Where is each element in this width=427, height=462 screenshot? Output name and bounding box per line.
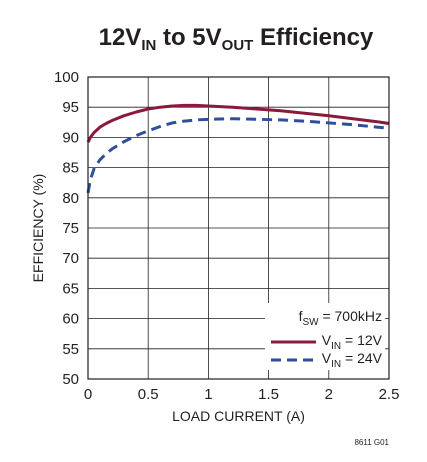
y-tick-label: 55	[62, 341, 79, 358]
y-tick-label: 60	[62, 311, 79, 328]
y-tick-label: 70	[62, 250, 79, 267]
y-axis-label: EFFICIENCY (%)	[30, 174, 46, 283]
series-line-vin-12v	[86, 103, 390, 143]
y-tick-label: 80	[62, 190, 79, 207]
series-lines	[86, 103, 390, 194]
legend-background	[265, 303, 385, 370]
x-axis-label: LOAD CURRENT (A)	[172, 408, 305, 424]
y-tick-label: 90	[62, 129, 79, 146]
x-tick-label: 2	[325, 386, 333, 403]
legend-fsw-label: fSW = 700kHz	[299, 308, 382, 328]
figure-id: 8611 G01	[354, 438, 389, 447]
x-tick-label: 1.5	[258, 386, 279, 403]
series-line-vin-24v	[86, 117, 390, 194]
legend-label-vin-24v: VIN = 24V	[322, 350, 383, 370]
x-tick-label: 0.5	[138, 386, 159, 403]
y-tick-label: 100	[54, 69, 79, 86]
y-tick-label: 50	[62, 371, 79, 388]
y-tick-label: 95	[62, 99, 79, 116]
plot-frame	[87, 76, 390, 380]
y-tick-label: 65	[62, 280, 79, 297]
legend: fSW = 700kHz VIN = 12V VIN = 24V	[265, 303, 385, 370]
y-tick-label: 75	[62, 220, 79, 237]
chart-title: 12VIN to 5VOUT Efficiency	[99, 24, 374, 54]
x-tick-label: 1	[204, 386, 212, 403]
tick-labels: 50 55 60 65 70 75 80 85 90 95 100 0 0.5 1 1.5 2 2.5	[54, 69, 399, 403]
x-tick-label: 0	[84, 386, 92, 403]
y-tick-label: 85	[62, 160, 79, 177]
legend-label-vin-12v: VIN = 12V	[322, 332, 383, 352]
x-tick-label: 2.5	[379, 386, 400, 403]
